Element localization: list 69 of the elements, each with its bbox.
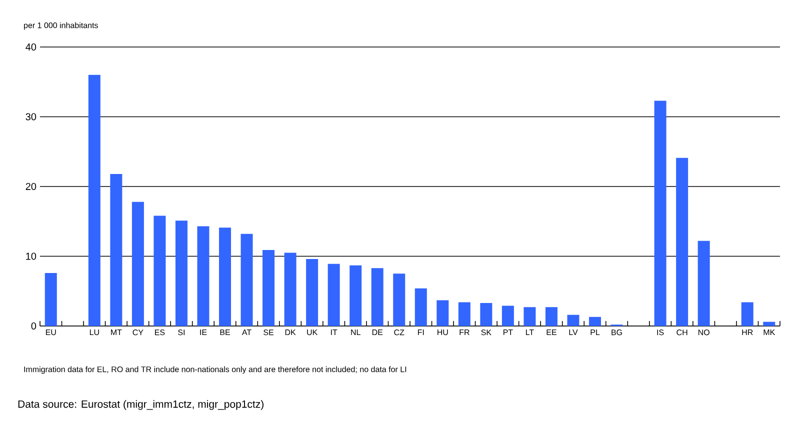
y-tick-label: 10 (26, 252, 36, 260)
y-tick-label: 20 (26, 182, 36, 190)
bar (567, 314, 580, 326)
x-tick-label: SI (178, 330, 185, 336)
bar (763, 322, 776, 326)
y-tick-label: 40 (26, 43, 36, 51)
bar (741, 302, 754, 326)
x-tick-label: DE (372, 330, 383, 336)
x-tick-label: BE (220, 330, 230, 336)
bar (654, 100, 666, 326)
bar (480, 302, 492, 326)
x-tick-label: IS (657, 330, 664, 336)
x-tick-label: SK (481, 330, 492, 336)
bar (306, 259, 318, 326)
x-tick-label: NO (698, 330, 710, 336)
bar (110, 174, 122, 326)
x-tick-label: LT (526, 330, 534, 336)
bar (44, 272, 57, 326)
x-tick-label: PT (503, 330, 513, 336)
y-tick-label: 30 (26, 113, 36, 120)
x-tick-label: IE (200, 330, 207, 336)
x-tick-label: UK (307, 330, 318, 336)
bar (284, 252, 296, 326)
bar (545, 307, 558, 326)
x-tick-label: IT (331, 330, 338, 336)
x-tick-label: FI (418, 330, 424, 336)
x-tick-label: HU (438, 330, 448, 336)
x-tick-label: EE (546, 330, 556, 336)
bar (524, 307, 536, 326)
bar (676, 158, 688, 326)
x-tick-label: EU (46, 330, 56, 336)
x-tick-label: HR (742, 330, 753, 336)
x-tick-label: CY (132, 330, 144, 336)
bar (502, 306, 514, 326)
bar (197, 226, 210, 326)
x-tick-label: LV (569, 330, 578, 336)
x-tick-label: AT (242, 330, 252, 336)
bar (240, 234, 253, 326)
bar (589, 316, 602, 326)
x-tick-label: MT (111, 330, 122, 336)
bar (175, 220, 188, 326)
bar (262, 250, 275, 326)
y-axis-title: per 1 000 inhabitants (24, 22, 98, 30)
x-tick-label: ES (155, 330, 165, 336)
x-tick-label: CH (676, 330, 688, 336)
text: Immigration data for EL, RO and TR include non-nationals only and are therefore not included; no data for LI (24, 366, 406, 374)
x-tick-label: MK (764, 330, 776, 336)
x-tick-label: NL (351, 330, 360, 336)
y-tick-label: 0 (31, 322, 36, 330)
bar (219, 228, 232, 326)
bar (371, 268, 384, 326)
x-tick-label: PL (590, 330, 600, 336)
bar (458, 302, 470, 326)
bar (393, 274, 406, 326)
x-tick-label: CZ (394, 330, 404, 336)
bar (350, 265, 362, 326)
x-tick-label: BG (612, 330, 622, 336)
bar (88, 74, 100, 326)
x-tick-label: SE (264, 330, 274, 336)
bar (328, 264, 340, 326)
bar (436, 300, 449, 326)
bar (698, 240, 710, 326)
source-note: Data source: Eurostat (migr_imm1ctz, migr_pop1ctz) (18, 400, 264, 410)
x-tick-label: LU (90, 330, 99, 336)
x-tick-label: FR (460, 330, 470, 336)
bar (414, 288, 427, 326)
bar (154, 216, 166, 326)
bar (132, 202, 144, 326)
x-tick-label: DK (285, 330, 296, 336)
